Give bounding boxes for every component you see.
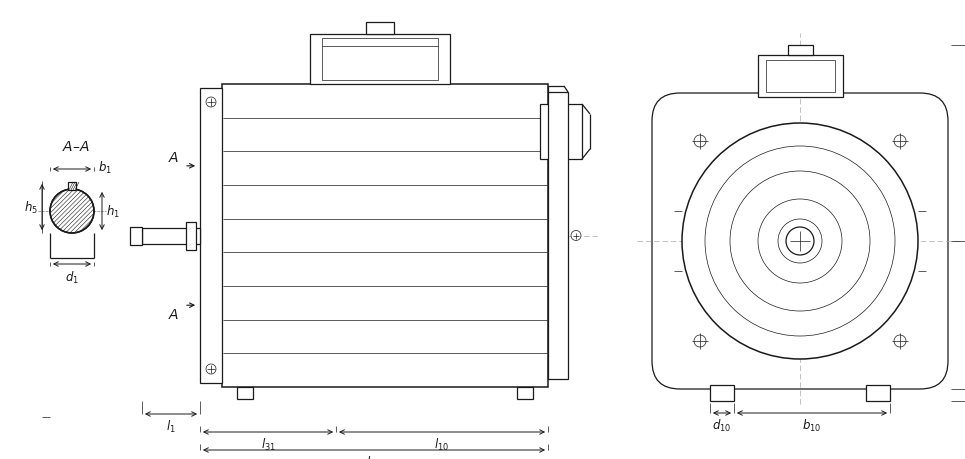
Text: $d_1$: $d_1$ <box>65 269 79 285</box>
Text: $h_5$: $h_5$ <box>24 200 38 216</box>
Text: $l_{10}$: $l_{10}$ <box>434 436 450 452</box>
Bar <box>710 385 734 401</box>
Text: $l_{30}$: $l_{30}$ <box>367 454 381 459</box>
Bar <box>68 183 76 190</box>
Bar <box>765 61 835 93</box>
Bar <box>517 387 533 399</box>
Circle shape <box>894 335 906 347</box>
Bar <box>540 105 582 160</box>
Bar <box>237 387 253 399</box>
Bar <box>200 89 222 383</box>
Text: $b_1$: $b_1$ <box>98 160 112 176</box>
Circle shape <box>206 364 216 374</box>
FancyBboxPatch shape <box>652 94 948 389</box>
Text: $l_1$: $l_1$ <box>166 418 176 434</box>
Circle shape <box>571 231 581 241</box>
Circle shape <box>694 136 706 148</box>
Bar <box>758 56 842 98</box>
Circle shape <box>894 136 906 148</box>
Text: $h_1$: $h_1$ <box>106 203 120 219</box>
Bar <box>310 35 450 85</box>
Circle shape <box>694 335 706 347</box>
Bar <box>186 222 196 250</box>
Text: $A – A$: $A – A$ <box>62 140 90 154</box>
Circle shape <box>682 124 918 359</box>
Circle shape <box>786 228 814 256</box>
Bar <box>366 23 394 35</box>
Bar <box>548 93 568 379</box>
Bar <box>787 46 813 56</box>
Bar <box>322 39 438 81</box>
Text: $A$: $A$ <box>168 308 179 321</box>
Text: $b_{10}$: $b_{10}$ <box>802 417 821 433</box>
Text: $l_{31}$: $l_{31}$ <box>261 436 276 452</box>
Bar <box>222 85 548 387</box>
Circle shape <box>50 190 94 234</box>
Text: $d_{10}$: $d_{10}$ <box>712 417 731 433</box>
Bar <box>866 385 890 401</box>
Bar <box>142 228 200 244</box>
Circle shape <box>206 98 216 108</box>
Text: $A$: $A$ <box>168 151 179 164</box>
Bar <box>130 227 142 245</box>
